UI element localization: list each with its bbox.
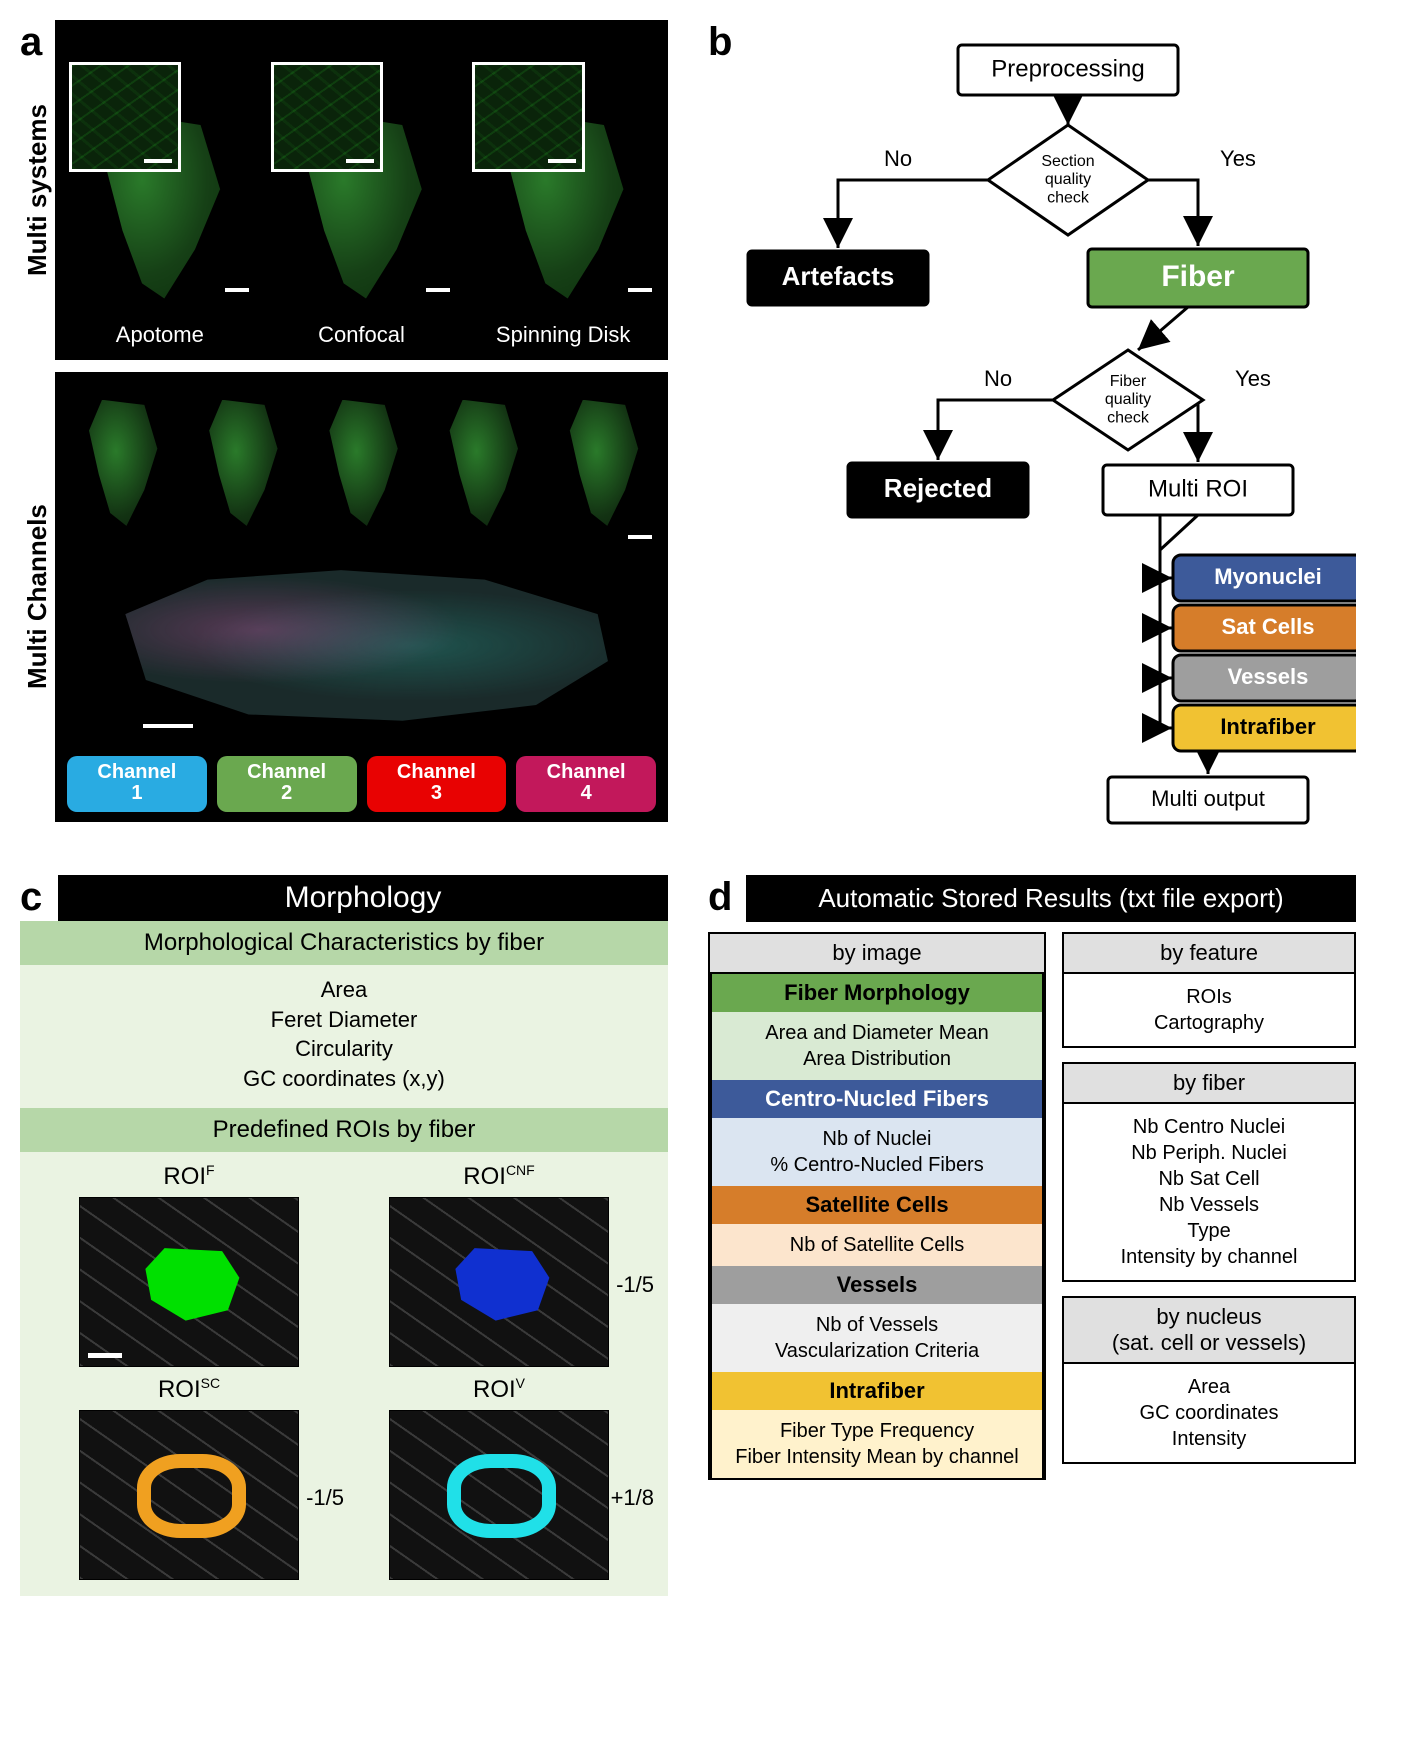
multi-systems-sidelabel: Multi systems xyxy=(20,20,55,360)
system-label-1: Confocal xyxy=(318,322,405,352)
panel-d: d Automatic Stored Results (txt file exp… xyxy=(708,875,1356,1596)
svg-text:Fiber: Fiber xyxy=(1161,260,1235,293)
roi-v: ROIV+1/8 xyxy=(350,1375,648,1580)
svg-text:Yes: Yes xyxy=(1235,366,1271,391)
panel-c: c Morphology Morphological Characteristi… xyxy=(20,875,668,1596)
panel-d-label: d xyxy=(708,875,732,920)
results-by-image: by image Fiber MorphologyArea and Diamet… xyxy=(708,932,1046,1480)
predefined-rois-title: Predefined ROIs by fiber xyxy=(20,1108,668,1152)
svg-text:quality: quality xyxy=(1105,391,1151,408)
result-right-0: by featureROIsCartography xyxy=(1062,932,1356,1048)
panel-a-label: a xyxy=(20,20,42,65)
result-right-2: by nucleus(sat. cell or vessels)AreaGC c… xyxy=(1062,1296,1356,1464)
roi-sc: ROISC-1/5 xyxy=(40,1375,338,1580)
system-confocal: Confocal xyxy=(265,56,459,352)
svg-text:check: check xyxy=(1047,190,1090,207)
multi-systems-block: Multi systems Apotome xyxy=(20,20,668,360)
flowchart: PreprocessingSectionqualitycheckArtefact… xyxy=(708,30,1356,840)
result-section-2-items: Nb of Satellite Cells xyxy=(710,1224,1044,1266)
roi-cnf: ROICNF-1/5 xyxy=(350,1162,648,1367)
result-right-1: by fiberNb Centro NucleiNb Periph. Nucle… xyxy=(1062,1062,1356,1282)
morph-char-title: Morphological Characteristics by fiber xyxy=(20,921,668,965)
svg-text:Multi ROI: Multi ROI xyxy=(1148,475,1248,502)
result-section-4-title: Intrafiber xyxy=(710,1372,1044,1410)
system-label-2: Spinning Disk xyxy=(496,322,631,352)
result-section-1-title: Centro-Nucled Fibers xyxy=(710,1080,1044,1118)
multi-channels-block: Multi Channels Channel1Channel2Channel3C… xyxy=(20,372,668,822)
morphology-header: Morphology xyxy=(58,875,668,921)
svg-text:Yes: Yes xyxy=(1220,146,1256,171)
svg-text:Sat Cells: Sat Cells xyxy=(1222,614,1315,639)
stored-results-header: Automatic Stored Results (txt file expor… xyxy=(746,875,1356,922)
svg-text:Artefacts: Artefacts xyxy=(782,261,895,291)
system-apotome: Apotome xyxy=(63,56,257,352)
result-section-3-items: Nb of VesselsVascularization Criteria xyxy=(710,1304,1044,1372)
svg-text:Rejected: Rejected xyxy=(884,473,992,503)
morph-char-items: AreaFeret DiameterCircularityGC coordina… xyxy=(20,965,668,1108)
system-spinningdisk: Spinning Disk xyxy=(466,56,660,352)
roi-f: ROIF xyxy=(40,1162,338,1367)
result-section-4-items: Fiber Type FrequencyFiber Intensity Mean… xyxy=(710,1410,1044,1478)
channel-badge-4: Channel4 xyxy=(516,756,656,812)
svg-text:check: check xyxy=(1107,410,1150,427)
channel-badge-2: Channel2 xyxy=(217,756,357,812)
svg-text:No: No xyxy=(984,366,1012,391)
svg-text:Multi output: Multi output xyxy=(1151,786,1265,811)
svg-text:Fiber: Fiber xyxy=(1110,373,1147,390)
svg-text:Preprocessing: Preprocessing xyxy=(991,55,1144,82)
result-section-2-title: Satellite Cells xyxy=(710,1186,1044,1224)
by-image-head: by image xyxy=(708,932,1046,974)
svg-text:Vessels: Vessels xyxy=(1228,664,1309,689)
result-section-0-title: Fiber Morphology xyxy=(710,974,1044,1012)
result-section-0-items: Area and Diameter MeanArea Distribution xyxy=(710,1012,1044,1080)
svg-text:Myonuclei: Myonuclei xyxy=(1214,564,1322,589)
channel-badge-3: Channel3 xyxy=(367,756,507,812)
multi-channels-sidelabel: Multi Channels xyxy=(20,372,55,822)
panel-b: b PreprocessingSectionqualitycheckArtefa… xyxy=(708,20,1356,845)
results-right-column: by featureROIsCartography by fiberNb Cent… xyxy=(1062,932,1356,1480)
system-label-0: Apotome xyxy=(116,322,204,352)
svg-text:Section: Section xyxy=(1041,153,1094,170)
panel-a: a Multi systems Apotome xyxy=(20,20,668,845)
result-section-3-title: Vessels xyxy=(710,1266,1044,1304)
svg-text:No: No xyxy=(884,146,912,171)
result-section-1-items: Nb of Nuclei% Centro-Nucled Fibers xyxy=(710,1118,1044,1186)
svg-text:Intrafiber: Intrafiber xyxy=(1220,714,1316,739)
panel-b-label: b xyxy=(708,20,732,65)
channel-badge-1: Channel1 xyxy=(67,756,207,812)
panel-c-label: c xyxy=(20,875,42,920)
svg-text:quality: quality xyxy=(1045,171,1091,188)
